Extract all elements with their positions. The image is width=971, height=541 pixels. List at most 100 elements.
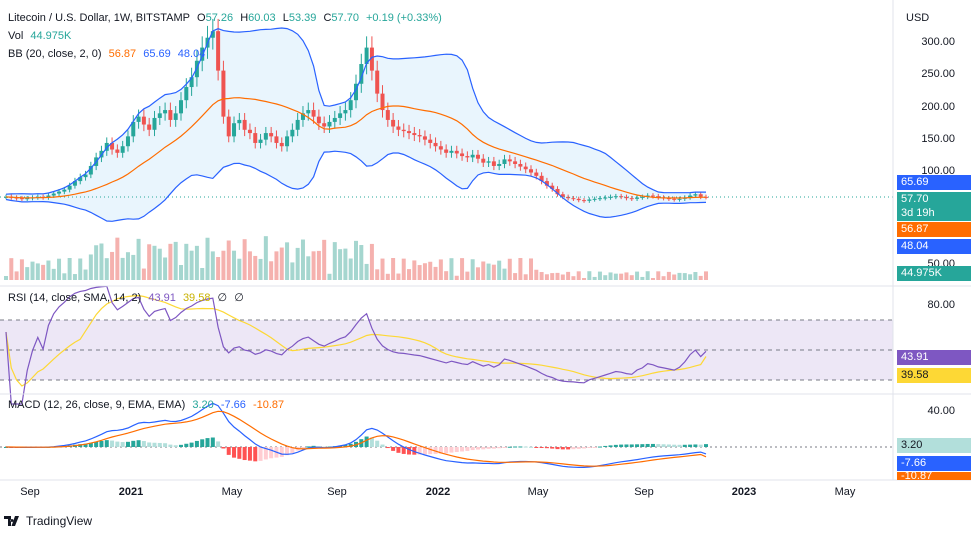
candle-body <box>497 163 502 166</box>
candle-body <box>316 116 321 124</box>
volume-bar <box>110 251 115 280</box>
candle-body <box>571 198 576 200</box>
macd-histogram-bar <box>507 446 512 448</box>
macd-histogram-bar <box>491 447 496 449</box>
candle-body <box>120 146 125 153</box>
volume-bar <box>25 267 30 280</box>
macd-histogram-bar <box>136 440 141 447</box>
candle-body <box>608 196 613 198</box>
candle-body <box>454 150 459 154</box>
volume-bar <box>539 272 544 280</box>
volume-bar <box>168 243 173 280</box>
candle-body <box>57 191 62 194</box>
volume-bar <box>582 278 587 280</box>
macd-histogram-bar <box>534 447 539 448</box>
macd-histogram-bar <box>465 447 470 451</box>
volume-bar <box>179 265 183 280</box>
volume-legend-value: 44.975K <box>30 30 72 42</box>
macd-histogram-bar <box>237 447 242 459</box>
candle-body <box>338 113 343 118</box>
macd-histogram-bar <box>560 447 565 450</box>
volume-legend: Vol 44.975K <box>8 30 75 42</box>
macd-histogram-bar <box>656 444 661 447</box>
macd-histogram-bar <box>449 447 454 453</box>
macd-tag: -7.66 <box>897 456 971 471</box>
macd-legend-label: MACD (12, 26, close, 9, EMA, EMA) <box>8 399 186 411</box>
last-price-tag: 57.70 <box>897 192 971 207</box>
candle-body <box>550 185 555 189</box>
macd-histogram-bar <box>83 443 88 447</box>
macd-histogram-bar <box>640 444 645 447</box>
volume-bar <box>417 265 422 280</box>
macd-histogram-bar <box>380 444 385 447</box>
candle-body <box>475 154 480 159</box>
rsi-tag: 43.91 <box>897 350 971 365</box>
candle-body <box>152 117 157 130</box>
volume-bar <box>391 258 396 280</box>
candle-body <box>460 153 465 157</box>
macd-histogram-bar <box>316 446 321 448</box>
candle-body <box>396 126 401 130</box>
candle-body <box>184 87 189 101</box>
bb-upper-tag: 65.69 <box>897 175 971 190</box>
macd-histogram-bar <box>576 447 581 449</box>
candle-body <box>274 136 279 143</box>
macd-histogram-bar <box>200 439 205 447</box>
volume-bar <box>51 268 56 280</box>
candle-body <box>380 93 385 111</box>
bb-basis-line <box>5 97 707 199</box>
time-tick: 2022 <box>425 486 451 498</box>
macd-histogram-bar <box>555 447 560 450</box>
volume-bar <box>46 260 51 280</box>
candle-body <box>529 169 533 173</box>
candle-body <box>560 194 565 197</box>
bb-upper-value: 65.69 <box>143 48 171 60</box>
volume-bar <box>247 251 252 280</box>
volume-bar <box>688 274 693 280</box>
macd-histogram-bar <box>88 442 93 447</box>
tradingview-footer[interactable]: TradingView <box>4 514 92 528</box>
macd-histogram-bar <box>173 445 178 447</box>
macd-histogram-bar <box>460 447 465 452</box>
volume-bar <box>327 273 332 280</box>
macd-histogram-bar <box>258 447 263 461</box>
volume-bar <box>507 258 512 280</box>
candle-body <box>232 123 237 137</box>
candle-body <box>428 139 433 143</box>
candle-body <box>131 121 136 137</box>
volume-bar <box>587 271 592 280</box>
macd-histogram-bar <box>619 444 624 447</box>
candle-body <box>369 47 374 71</box>
candle-body <box>354 83 358 101</box>
volume-bar <box>232 250 237 280</box>
bb-legend: BB (20, close, 2, 0) 56.87 65.69 48.04 <box>8 48 209 60</box>
bollinger-lines <box>5 27 707 222</box>
macd-histogram-bar <box>698 444 703 447</box>
volume-bar <box>597 271 602 280</box>
candle-body <box>391 119 396 127</box>
rsi-pane <box>5 285 707 405</box>
volume-bar <box>157 248 162 280</box>
candle-body <box>210 31 215 38</box>
main-legend: Litecoin / U.S. Dollar, 1W, BITSTAMP O57… <box>8 12 446 24</box>
volume-bar <box>518 258 523 280</box>
volume-bar <box>454 275 459 280</box>
volume-bar <box>125 252 130 280</box>
volume-bar <box>592 276 597 280</box>
volume-bar <box>422 263 427 280</box>
volume-bar <box>603 275 608 280</box>
candle-body <box>507 159 512 162</box>
rsi-legend-extra1: ∅ <box>217 292 228 304</box>
candle-body <box>544 181 549 186</box>
volume-bar <box>343 248 348 280</box>
macd-histogram-bar <box>661 444 666 447</box>
macd-histogram-bar <box>635 444 640 447</box>
volume-bar <box>99 243 104 280</box>
volume-bar <box>306 256 311 280</box>
price-tick: 200.00 <box>921 101 955 113</box>
macd-histogram-bar <box>163 443 168 447</box>
volume-bar <box>444 271 449 280</box>
volume-bar <box>19 259 24 280</box>
candle-body <box>465 156 470 158</box>
